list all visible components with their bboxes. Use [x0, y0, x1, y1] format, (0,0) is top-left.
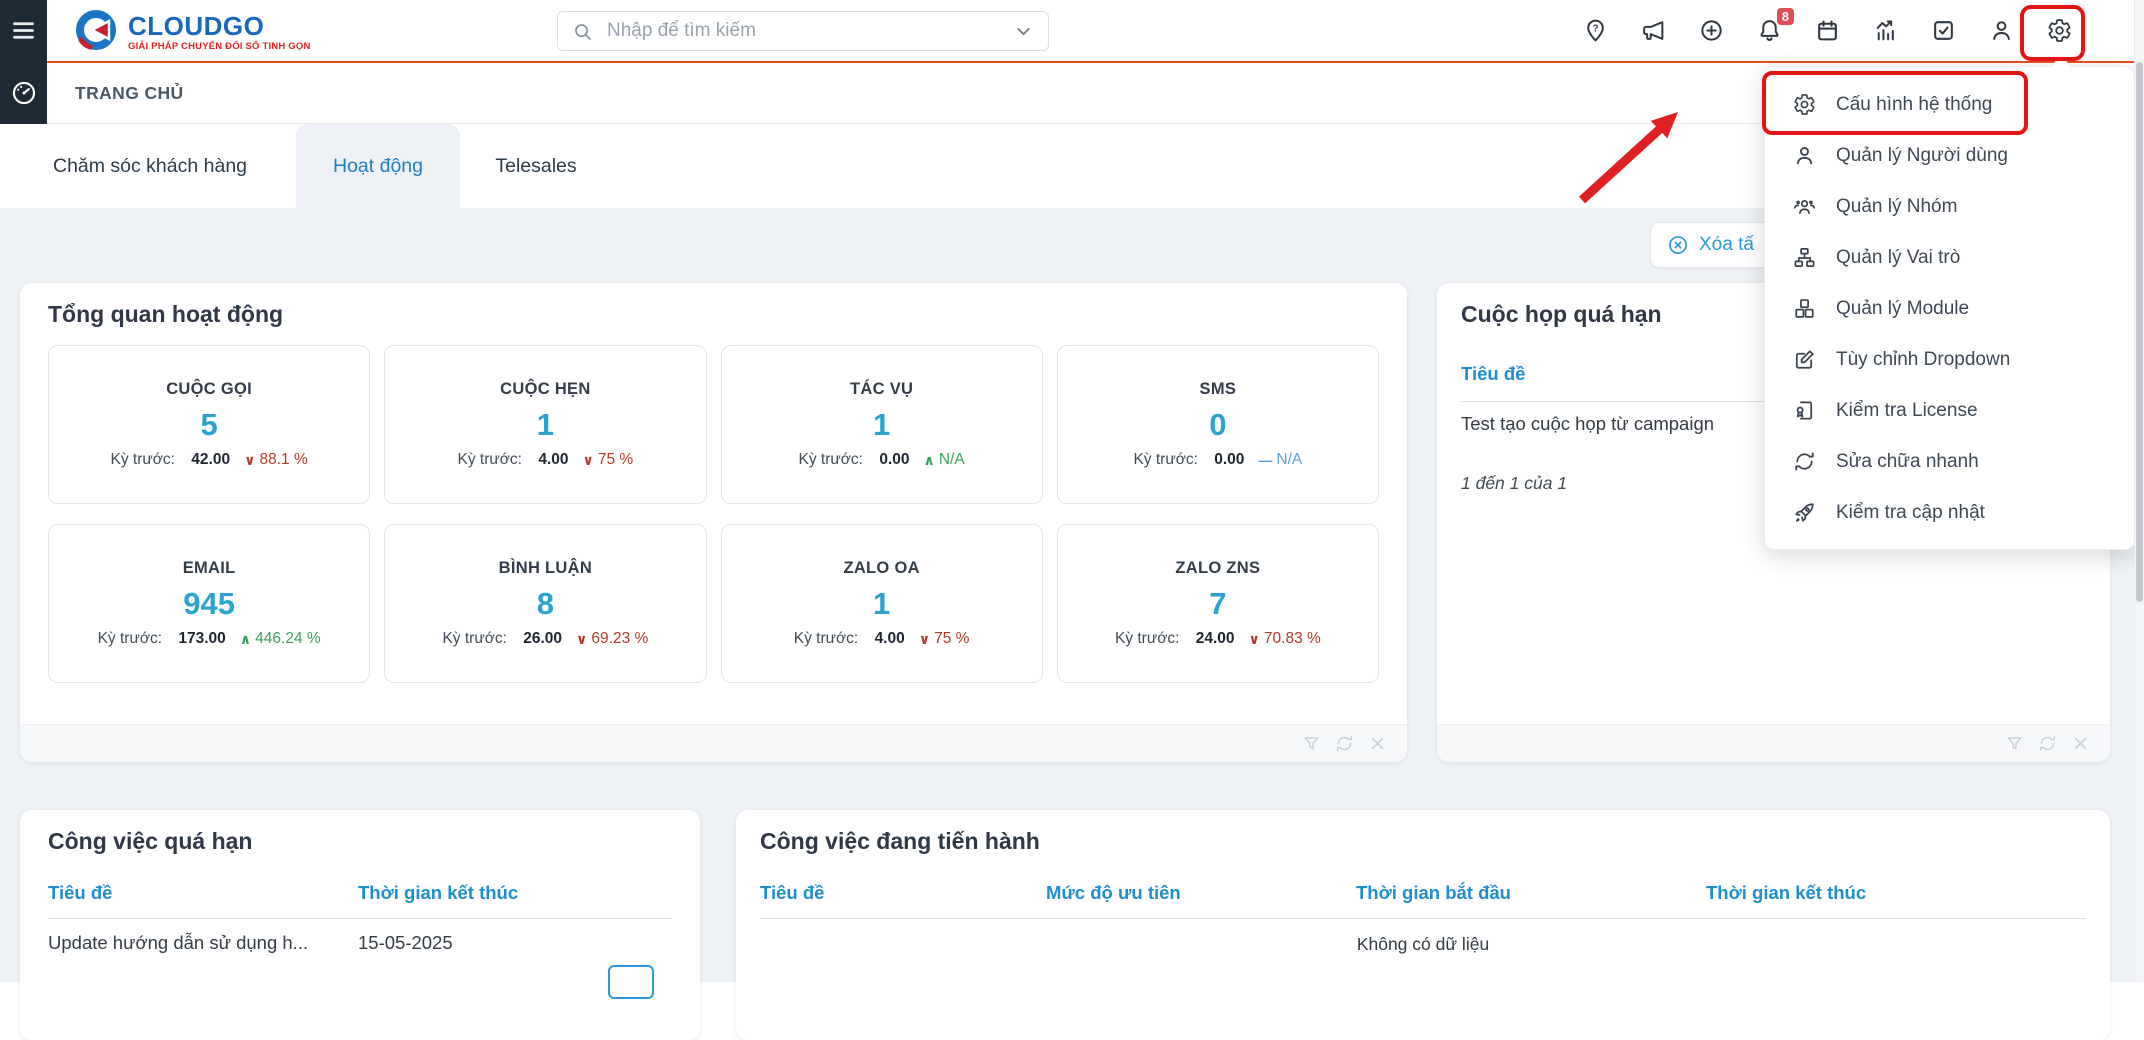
stat-card-binh-luan: BÌNH LUẬN 8 Kỳ trước: 26.0069.23 %	[384, 524, 707, 683]
column-header-tieu-de[interactable]: Tiêu đề	[1461, 363, 1526, 384]
table-divider	[760, 918, 2086, 919]
announcement-megaphone-icon[interactable]	[1641, 18, 1666, 43]
column-header-thoi-gian-ket-thuc[interactable]: Thời gian kết thúc	[358, 882, 519, 903]
circle-x-icon	[1667, 234, 1689, 256]
cubes-icon	[1793, 297, 1816, 320]
header-accent-line	[47, 61, 2144, 63]
quick-add-icon[interactable]	[1699, 18, 1724, 43]
tab-hoat-dong-active[interactable]: Hoạt động	[296, 124, 460, 208]
stat-card-zalo-zns: ZALO ZNS 7 Kỳ trước: 24.0070.83 %	[1056, 524, 1379, 683]
sidebar-item-dashboard[interactable]	[0, 61, 47, 124]
top-header: CLOUDGO GIẢI PHÁP CHUYỂN ĐỔI SỐ TINH GỌN…	[47, 0, 2144, 61]
column-header-tieu-de[interactable]: Tiêu đề	[760, 882, 825, 903]
menu-item-sua-chua-nhanh[interactable]: Sửa chữa nhanh	[1765, 436, 2134, 487]
license-certificate-icon	[1793, 399, 1816, 422]
table-divider	[48, 918, 672, 919]
trend-icon	[582, 452, 593, 469]
filter-icon[interactable]	[1302, 734, 1321, 753]
notification-count-badge: 8	[1776, 8, 1794, 25]
table-row-date[interactable]: 15-05-2025	[358, 932, 453, 953]
stat-card-cuoc-hen: CUỘC HẸN 1 Kỳ trước: 4.0075 %	[384, 345, 707, 504]
panel-title: Cuộc họp quá hạn	[1461, 301, 1662, 327]
menu-item-cau-hinh-he-thong[interactable]: Cấu hình hệ thống	[1765, 79, 2134, 130]
cloudgo-logo-icon	[75, 8, 119, 57]
settings-dropdown-menu: Cấu hình hệ thống Quản lý Người dùng Quả…	[1764, 55, 2135, 550]
trend-icon	[240, 631, 251, 648]
rocket-icon	[1793, 501, 1816, 524]
panel-title: Công việc quá hạn	[48, 828, 253, 854]
stat-card-cuoc-goi: CUỘC GỌI 5 Kỳ trước: 42.0088.1 %	[48, 345, 371, 504]
tab-telesales[interactable]: Telesales	[495, 154, 577, 177]
column-header-muc-do-uu-tien[interactable]: Mức độ ưu tiên	[1046, 882, 1181, 903]
menu-item-tuy-chinh-dropdown[interactable]: Tùy chỉnh Dropdown	[1765, 334, 2134, 385]
help-pin-icon[interactable]	[1583, 18, 1608, 43]
cloudgo-dashboard: CLOUDGO GIẢI PHÁP CHUYỂN ĐỔI SỐ TINH GỌN…	[0, 0, 2144, 982]
logo-text: CLOUDGO	[128, 11, 265, 41]
stat-cards-grid: CUỘC GỌI 5 Kỳ trước: 42.0088.1 % CUỘC HẸ…	[48, 345, 1379, 683]
dashboard-gauge-icon	[10, 79, 38, 107]
tab-cham-soc-khach-hang[interactable]: Chăm sóc khách hàng	[52, 154, 248, 177]
refresh-icon[interactable]	[2038, 734, 2057, 753]
close-icon[interactable]	[2071, 734, 2090, 753]
analytics-chart-icon[interactable]	[1873, 18, 1898, 43]
activity-overview-panel: Tổng quan hoạt động CUỘC GỌI 5 Kỳ trước:…	[20, 283, 1407, 762]
pagination-status: 1 đến 1 của 1	[1461, 473, 1568, 493]
notifications-bell-icon[interactable]: 8	[1757, 8, 1794, 43]
sitemap-icon	[1793, 246, 1816, 269]
menu-item-quan-ly-vai-tro[interactable]: Quản lý Vai trò	[1765, 232, 2134, 283]
hamburger-menu-button[interactable]	[0, 0, 47, 61]
scrollbar-thumb[interactable]	[2136, 62, 2143, 602]
user-icon	[1793, 144, 1816, 167]
sidebar	[0, 0, 47, 124]
search-icon	[572, 21, 593, 42]
panel-title: Tổng quan hoạt động	[48, 301, 284, 327]
menu-item-quan-ly-nhom[interactable]: Quản lý Nhóm	[1765, 181, 2134, 232]
app-logo[interactable]: CLOUDGO GIẢI PHÁP CHUYỂN ĐỔI SỐ TINH GỌN	[75, 8, 311, 57]
column-header-thoi-gian-bat-dau[interactable]: Thời gian bắt đầu	[1356, 882, 1511, 903]
refresh-icon[interactable]	[1335, 734, 1354, 753]
sync-icon	[1793, 450, 1816, 473]
column-header-tieu-de[interactable]: Tiêu đề	[48, 882, 113, 903]
tasks-checkbox-icon[interactable]	[1931, 18, 1956, 43]
trend-icon	[923, 452, 934, 469]
logo-tagline: GIẢI PHÁP CHUYỂN ĐỔI SỐ TINH GỌN	[128, 41, 311, 52]
empty-state-text: Không có dữ liệu	[1356, 934, 1490, 954]
user-profile-icon[interactable]	[1989, 18, 2014, 43]
search-dropdown-chevron-icon[interactable]	[1013, 21, 1034, 42]
stat-card-tac-vu: TÁC VỤ 1 Kỳ trước: 0.00N/A	[720, 345, 1043, 504]
trend-icon	[576, 631, 587, 648]
trend-icon	[1249, 631, 1260, 648]
table-row-title[interactable]: Update hướng dẫn sử dụng h...	[48, 932, 309, 953]
settings-gear-icon[interactable]	[2047, 18, 2072, 43]
panel-title: Công việc đang tiến hành	[760, 828, 1040, 854]
trend-icon	[919, 631, 930, 648]
edit-square-icon	[1793, 348, 1816, 371]
menu-item-kiem-tra-cap-nhat[interactable]: Kiểm tra cập nhật	[1765, 487, 2134, 538]
search-input[interactable]	[605, 19, 1013, 43]
panel-footer	[20, 724, 1407, 762]
trend-icon	[1258, 452, 1272, 468]
pagination-box[interactable]	[608, 965, 654, 999]
menu-item-kiem-tra-license[interactable]: Kiểm tra License	[1765, 385, 2134, 436]
stat-card-zalo-oa: ZALO OA 1 Kỳ trước: 4.0075 %	[720, 524, 1043, 683]
close-icon[interactable]	[1368, 734, 1387, 753]
menu-item-quan-ly-module[interactable]: Quản lý Module	[1765, 283, 2134, 334]
gear-icon	[1793, 93, 1816, 116]
vertical-scrollbar[interactable]	[2134, 0, 2144, 982]
table-row[interactable]: Test tạo cuộc họp từ campaign	[1461, 413, 1715, 434]
calendar-icon[interactable]	[1815, 18, 1840, 43]
inprogress-tasks-panel: Công việc đang tiến hành Tiêu đề Mức độ …	[736, 810, 2110, 1040]
global-search	[557, 11, 1049, 51]
trend-icon	[244, 452, 255, 469]
stat-card-email: EMAIL 945 Kỳ trước: 173.00446.24 %	[48, 524, 371, 683]
panel-footer	[1437, 724, 2110, 762]
overdue-tasks-panel: Công việc quá hạn Tiêu đề Thời gian kết …	[20, 810, 700, 1040]
user-group-icon	[1793, 195, 1816, 218]
page-title: TRANG CHỦ	[75, 82, 184, 103]
filter-icon[interactable]	[2005, 734, 2024, 753]
stat-card-sms: SMS 0 Kỳ trước: 0.00N/A	[1056, 345, 1379, 504]
menu-item-quan-ly-nguoi-dung[interactable]: Quản lý Người dùng	[1765, 130, 2134, 181]
column-header-thoi-gian-ket-thuc[interactable]: Thời gian kết thúc	[1706, 882, 1867, 903]
header-icon-row: 8	[1583, 0, 2072, 61]
